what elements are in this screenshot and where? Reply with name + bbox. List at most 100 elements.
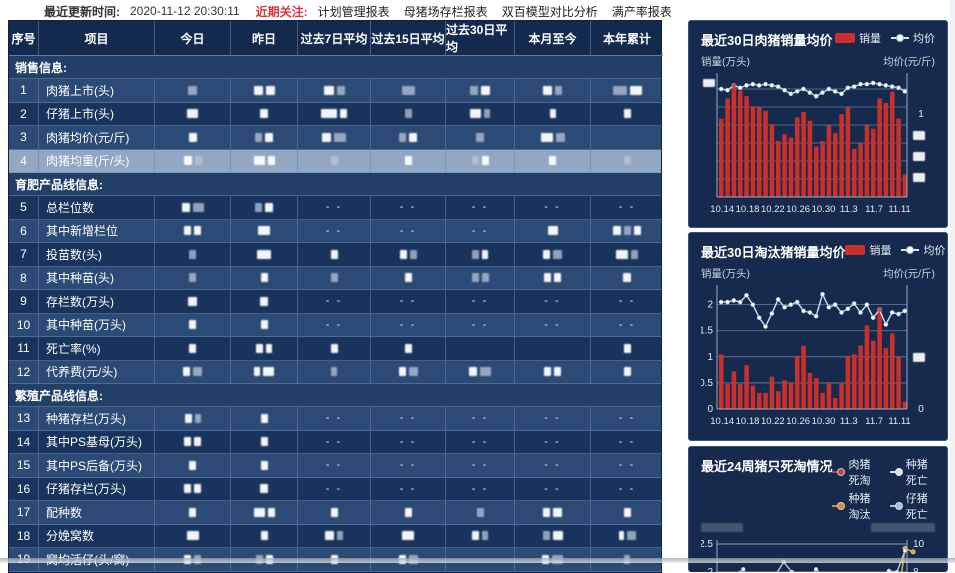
table-cell: - -	[515, 407, 591, 431]
redacted-value	[482, 249, 488, 259]
chart1-legend-sales[interactable]: 销量	[835, 30, 881, 46]
scrollbar-track[interactable]	[950, 0, 955, 563]
redacted-value	[404, 273, 412, 283]
table-row[interactable]: 8 其中种苗(头)	[9, 266, 663, 290]
chart2-legend-price[interactable]: 均价	[901, 242, 945, 258]
table-cell	[231, 524, 298, 548]
chart3-legend-item-1[interactable]: 种猪死亡	[889, 456, 935, 488]
table-row[interactable]: 14 其中PS基母(万头) - -- -- -- -- -	[9, 430, 663, 454]
row-label: 代养费(元/头)	[39, 360, 155, 384]
table-cell	[591, 525, 663, 548]
redacted-value	[480, 367, 491, 377]
topbar-menu: 计划管理报表 母猪场存栏报表 双百模型对比分析 满产率报表	[318, 3, 672, 20]
redacted-value	[254, 367, 260, 377]
redacted-value	[554, 273, 561, 283]
table-row[interactable]: 1 肉猪上市(头)	[9, 79, 663, 103]
table-cell: - -	[298, 219, 371, 243]
table-cell	[371, 149, 446, 173]
chart3-legend-item-0[interactable]: 肉猪死淘	[832, 456, 877, 488]
redacted-value	[336, 85, 345, 95]
table-cell	[446, 337, 515, 361]
redacted-value	[325, 531, 334, 541]
table-cell: - -	[371, 219, 446, 243]
table-row[interactable]: 10 其中种苗(万头) - -- -- -- -- -	[9, 313, 663, 337]
redacted-value	[471, 156, 479, 166]
topbar-menu-item-2[interactable]: 双百模型对比分析	[501, 4, 598, 19]
redacted-value	[542, 531, 550, 541]
table-cell	[591, 126, 663, 150]
redacted-value	[194, 484, 201, 494]
table-cell: - -	[446, 219, 515, 243]
redacted-value	[189, 507, 196, 517]
table-row[interactable]: 16 仔猪存栏(万头) - -- -- -- -- -	[9, 477, 663, 501]
table-cell	[231, 243, 298, 267]
table-cell: - -	[515, 477, 591, 501]
topbar-menu-item-0[interactable]: 计划管理报表	[317, 4, 390, 19]
redacted-value	[481, 273, 489, 283]
row-number: 11	[9, 337, 39, 361]
redacted-value	[549, 109, 556, 119]
redacted-value	[631, 249, 638, 259]
topbar-menu-item-3[interactable]: 满产率报表	[611, 4, 672, 19]
svg-text:10.22: 10.22	[761, 416, 785, 427]
redacted-value	[256, 343, 263, 353]
table-cell: - -	[591, 196, 663, 220]
table-cell	[591, 220, 663, 243]
row-number: 14	[9, 430, 39, 454]
table-cell	[371, 266, 446, 290]
topbar: 最近更新时间: 2020-11-12 20:30:11 近期关注: 计划管理报表…	[44, 3, 672, 19]
window-bottom-edge	[0, 558, 955, 563]
table-cell	[371, 126, 446, 150]
table-row[interactable]: 17 配种数	[9, 501, 663, 525]
table-row[interactable]: 7 投苗数(头)	[9, 243, 663, 267]
chart1-legend-price[interactable]: 均价	[891, 30, 935, 46]
table-row[interactable]: 13 种猪存栏(万头) - -- -- -- -- -	[9, 407, 663, 431]
pig-sales-chart: 10.14 10.18 10.22 10.26 10.30 11.3 11.7 11.11 1	[703, 73, 925, 215]
redacted-value	[253, 156, 265, 166]
redacted-value	[334, 132, 346, 142]
table-row[interactable]: 6 其中新增栏位 - -- -- -	[9, 219, 663, 243]
topbar-menu-item-1[interactable]: 母猪场存栏报表	[403, 4, 488, 19]
table-cell	[231, 126, 298, 150]
redacted-value	[404, 343, 412, 353]
column-header: 本年累计	[591, 21, 663, 56]
chart-card-cull-sales: 最近30日淘汰猪销量均价 销量 均价 销量(万头) 均价(元/斤) 10.14 1…	[688, 232, 948, 441]
redacted-value	[184, 437, 191, 447]
row-number: 10	[9, 313, 39, 337]
chart3-legend-item-2[interactable]: 种猪淘汰	[832, 490, 877, 522]
table-cell: - -	[591, 454, 663, 478]
table-row[interactable]: 11 死亡率(%)	[9, 337, 663, 361]
redacted-value	[547, 226, 558, 236]
table-cell	[515, 149, 591, 173]
table-cell	[515, 243, 591, 267]
chart3-legend-item-3[interactable]: 仔猪死亡	[889, 490, 935, 522]
row-label: 肉猪均重(斤/头)	[39, 149, 155, 173]
table-row[interactable]: 3 肉猪均价(元/斤)	[9, 126, 663, 150]
column-header: 过去15日平均	[371, 21, 446, 56]
table-row[interactable]: 9 存栏数(万头) - -- -- -- -- -	[9, 290, 663, 314]
table-row[interactable]: 5 总栏位数 - -- -- -- -- -	[9, 196, 663, 220]
chart2-yright-label: 均价(元/斤)	[883, 268, 935, 280]
chart2-legend-sales[interactable]: 销量	[845, 242, 891, 258]
svg-text:1: 1	[918, 109, 924, 120]
report-table: 序号 项目 今日 昨日 过去7日平均 过去15日平均 过去30日平均 本月至今 本年累计 销售信…	[8, 20, 663, 573]
redacted-value	[183, 156, 192, 166]
table-cell	[591, 267, 663, 290]
table-row[interactable]: 15 其中PS后备(万头) - -- -- -- -- -	[9, 454, 663, 478]
line-marker-icon	[832, 468, 846, 476]
redacted-value	[184, 484, 191, 494]
redacted-value	[471, 273, 479, 283]
table-cell	[371, 524, 446, 548]
table-row[interactable]: 12 代养费(元/头)	[9, 360, 663, 384]
redacted-value	[553, 249, 562, 259]
table-row[interactable]: 2 仔猪上市(头)	[9, 102, 663, 126]
table-cell	[298, 360, 371, 384]
svg-text:10.18: 10.18	[736, 204, 760, 215]
table-row[interactable]: 4 肉猪均重(斤/头)	[9, 149, 663, 173]
chart3-legend: 肉猪死淘 种猪死亡 种猪淘汰 仔猪死亡	[832, 456, 935, 522]
table-row[interactable]: 18 分娩窝数	[9, 524, 663, 548]
table-cell	[591, 337, 663, 361]
table-cell	[446, 79, 515, 103]
update-time-value: 2020-11-12 20:30:11	[130, 4, 240, 18]
table-cell	[446, 102, 515, 126]
